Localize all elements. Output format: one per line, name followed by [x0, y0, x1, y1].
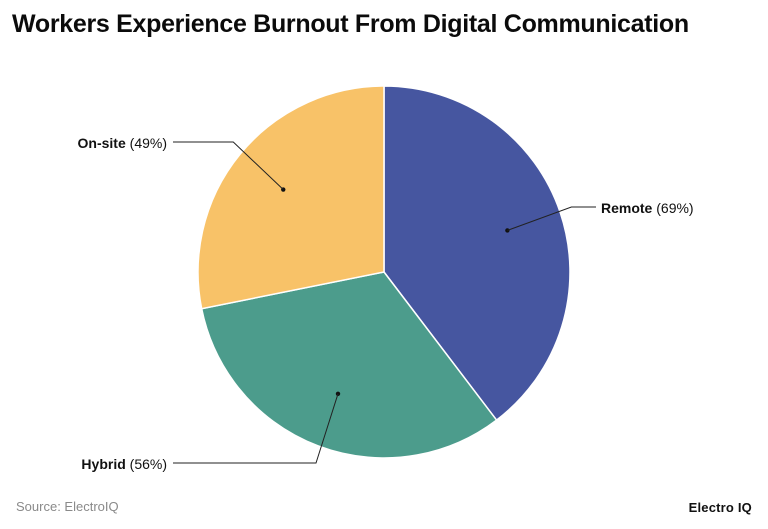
slice-label-name: On-site	[78, 135, 126, 151]
slice-label-remote: Remote (69%)	[601, 200, 694, 216]
slice-label-value: (56%)	[126, 456, 167, 472]
slice-label-name: Remote	[601, 200, 653, 216]
source-note: Source: ElectroIQ	[16, 499, 119, 514]
pie-slice-remote	[383, 85, 571, 422]
leader-line-hybrid	[173, 393, 339, 464]
slice-label-value: (49%)	[126, 135, 167, 151]
brand-logo: Electro IQ	[688, 500, 752, 515]
leader-lines	[173, 141, 596, 464]
chart-title: Workers Experience Burnout From Digital …	[12, 10, 689, 38]
pie-slice-hybrid	[200, 271, 498, 459]
leader-line-on-site	[173, 141, 284, 190]
slice-label-name: Hybrid	[81, 456, 125, 472]
slice-label-value: (69%)	[652, 200, 693, 216]
pie-slices	[197, 85, 571, 459]
slice-label-on-site: On-site (49%)	[78, 135, 167, 151]
slice-label-hybrid: Hybrid (56%)	[81, 456, 167, 472]
leader-line-remote	[507, 206, 596, 231]
slice-labels: Remote (69%) Hybrid (56%) On-site (49%)	[78, 135, 694, 472]
pie-slice-on-site	[197, 85, 385, 310]
